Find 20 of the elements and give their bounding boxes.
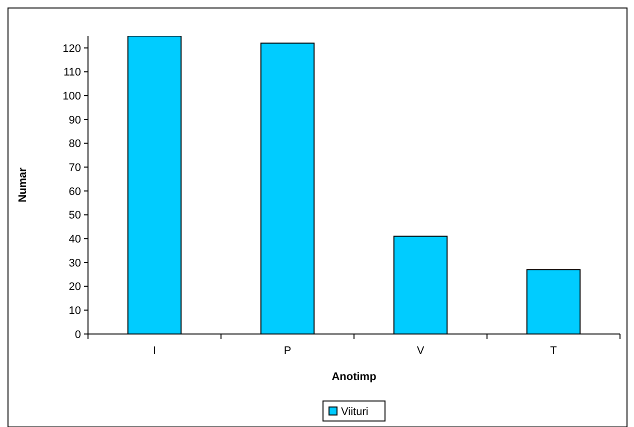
legend-label: Viituri (341, 406, 368, 418)
y-tick-label: 110 (63, 66, 81, 79)
y-tick-label: 90 (68, 114, 81, 126)
y-tick-label: 70 (68, 162, 81, 174)
y-tick-label: 30 (68, 257, 81, 270)
x-tick-label: I (152, 345, 156, 357)
x-tick-label: V (416, 345, 425, 357)
y-tick-label: 60 (68, 186, 81, 198)
y-tick-label: 50 (68, 210, 81, 222)
y-axis-title: Numar (17, 166, 29, 202)
x-tick-label: P (284, 345, 292, 357)
y-tick-label: 100 (62, 90, 81, 102)
y-tick-label: 10 (68, 305, 81, 318)
y-tick-label: 0 (74, 328, 81, 341)
x-axis-title: Anotimp (332, 371, 377, 383)
y-tick-label: 40 (68, 233, 81, 246)
y-tick-label: 80 (68, 138, 81, 150)
y-tick-label: 20 (68, 281, 81, 294)
x-tick-label: T (550, 345, 558, 357)
y-tick-label: 120 (62, 42, 81, 55)
